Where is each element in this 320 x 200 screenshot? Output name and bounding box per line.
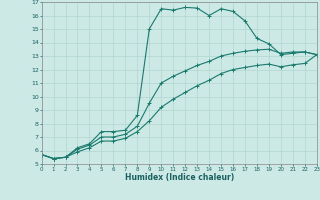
X-axis label: Humidex (Indice chaleur): Humidex (Indice chaleur) [124, 173, 234, 182]
